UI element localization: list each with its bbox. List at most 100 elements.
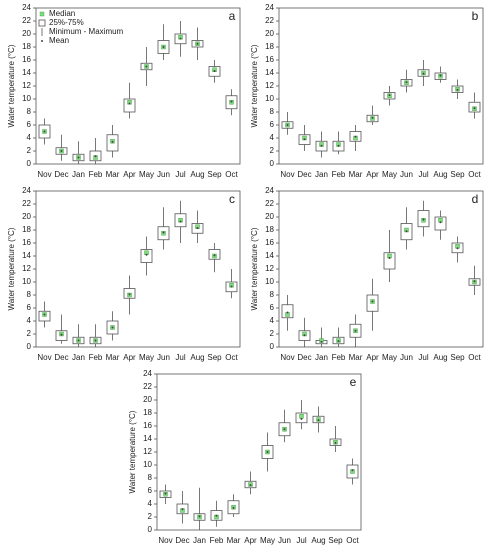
x-tick-label: Jan xyxy=(72,353,85,362)
x-tick-label: Oct xyxy=(225,353,238,362)
x-tick-label: Jan xyxy=(193,536,206,545)
y-axis-title: Water temperature (°C) xyxy=(7,227,16,310)
mean-marker xyxy=(317,419,320,422)
x-tick-label: Oct xyxy=(468,353,481,362)
mean-marker xyxy=(128,293,131,296)
y-tick-label: 8 xyxy=(27,107,32,116)
x-tick-label: Jul xyxy=(418,170,428,179)
y-tick-label: 16 xyxy=(265,55,274,64)
mean-marker xyxy=(371,116,374,119)
mean-marker xyxy=(215,514,218,517)
mean-marker xyxy=(354,135,357,138)
mean-marker xyxy=(230,285,233,288)
mean-marker xyxy=(213,254,216,257)
iqr-box xyxy=(140,249,153,263)
x-tick-label: Jan xyxy=(72,170,85,179)
x-tick-label: Jun xyxy=(400,353,413,362)
y-tick-label: 14 xyxy=(265,68,274,77)
mean-marker xyxy=(128,102,131,105)
mean-marker xyxy=(94,339,97,342)
panel-label: e xyxy=(350,375,357,389)
x-tick-label: Mar xyxy=(106,170,120,179)
x-tick-label: Nov xyxy=(280,353,294,362)
mean-marker xyxy=(162,231,165,234)
mean-marker xyxy=(43,313,46,316)
x-tick-label: Aug xyxy=(190,353,204,362)
x-tick-label: Mar xyxy=(349,353,363,362)
y-tick-label: 10 xyxy=(22,94,31,103)
x-tick-label: Feb xyxy=(332,170,346,179)
x-tick-label: Apr xyxy=(366,170,379,179)
panel-label: a xyxy=(229,9,236,23)
panel-label: d xyxy=(472,192,479,206)
y-tick-label: 6 xyxy=(27,120,32,129)
mean-marker xyxy=(337,340,340,343)
x-tick-label: Feb xyxy=(332,353,346,362)
y-tick-label: 22 xyxy=(265,16,274,25)
mean-marker xyxy=(232,506,235,509)
y-tick-label: 20 xyxy=(265,212,274,221)
x-tick-label: Mar xyxy=(106,353,120,362)
mean-marker xyxy=(320,340,323,343)
x-tick-label: May xyxy=(139,353,154,362)
mean-marker xyxy=(405,230,408,233)
mean-marker xyxy=(422,72,425,75)
y-tick-label: 10 xyxy=(265,277,274,286)
y-axis-title: Water temperature (°C) xyxy=(7,44,16,127)
y-tick-label: 6 xyxy=(270,120,275,129)
y-tick-label: 16 xyxy=(265,238,274,247)
x-tick-label: Oct xyxy=(468,170,481,179)
x-tick-label: Jun xyxy=(157,353,170,362)
y-tick-label: 20 xyxy=(143,395,152,404)
x-tick-label: Mar xyxy=(227,536,241,545)
x-tick-label: Jul xyxy=(175,170,185,179)
panel-label: c xyxy=(229,192,235,206)
mean-marker xyxy=(439,221,442,224)
mean-marker xyxy=(196,42,199,45)
x-tick-label: Jun xyxy=(157,170,170,179)
y-tick-label: 2 xyxy=(27,329,32,338)
x-tick-label: May xyxy=(382,353,397,362)
x-tick-label: Dec xyxy=(297,353,311,362)
y-tick-label: 16 xyxy=(143,421,152,430)
x-tick-label: Dec xyxy=(175,536,189,545)
y-tick-label: 6 xyxy=(270,303,275,312)
mean-marker xyxy=(145,65,148,68)
mean-marker xyxy=(60,150,63,152)
mean-marker xyxy=(456,247,459,250)
x-tick-label: Jan xyxy=(315,170,328,179)
x-tick-label: Sep xyxy=(450,353,465,362)
mean-marker xyxy=(213,70,216,73)
y-tick-label: 14 xyxy=(265,251,274,260)
y-tick-label: 18 xyxy=(143,408,152,417)
mean-marker xyxy=(198,515,201,518)
y-tick-label: 6 xyxy=(27,303,32,312)
legend-median-symbol xyxy=(39,11,45,17)
y-tick-label: 12 xyxy=(143,447,152,456)
y-tick-label: 24 xyxy=(143,369,152,378)
legend-label: 25%-75% xyxy=(49,18,84,27)
x-tick-label: Aug xyxy=(433,353,447,362)
mean-marker xyxy=(388,256,391,259)
y-tick-label: 12 xyxy=(22,81,31,90)
mean-marker xyxy=(303,334,306,337)
iqr-box xyxy=(383,252,396,270)
x-tick-label: Dec xyxy=(54,170,68,179)
x-tick-label: Oct xyxy=(346,536,359,545)
y-tick-label: 4 xyxy=(270,316,275,325)
mean-marker xyxy=(266,451,269,453)
x-tick-label: Apr xyxy=(123,170,136,179)
x-tick-label: Sep xyxy=(207,353,222,362)
y-tick-label: 22 xyxy=(265,199,274,208)
x-tick-label: Feb xyxy=(89,353,103,362)
mean-marker xyxy=(300,417,303,420)
legend-mean-symbol xyxy=(41,40,43,42)
y-tick-label: 16 xyxy=(22,55,31,64)
y-axis-title: Water temperature (°C) xyxy=(128,410,137,493)
y-tick-label: 22 xyxy=(22,16,31,25)
legend-label: Minimum - Maximum xyxy=(49,27,124,36)
